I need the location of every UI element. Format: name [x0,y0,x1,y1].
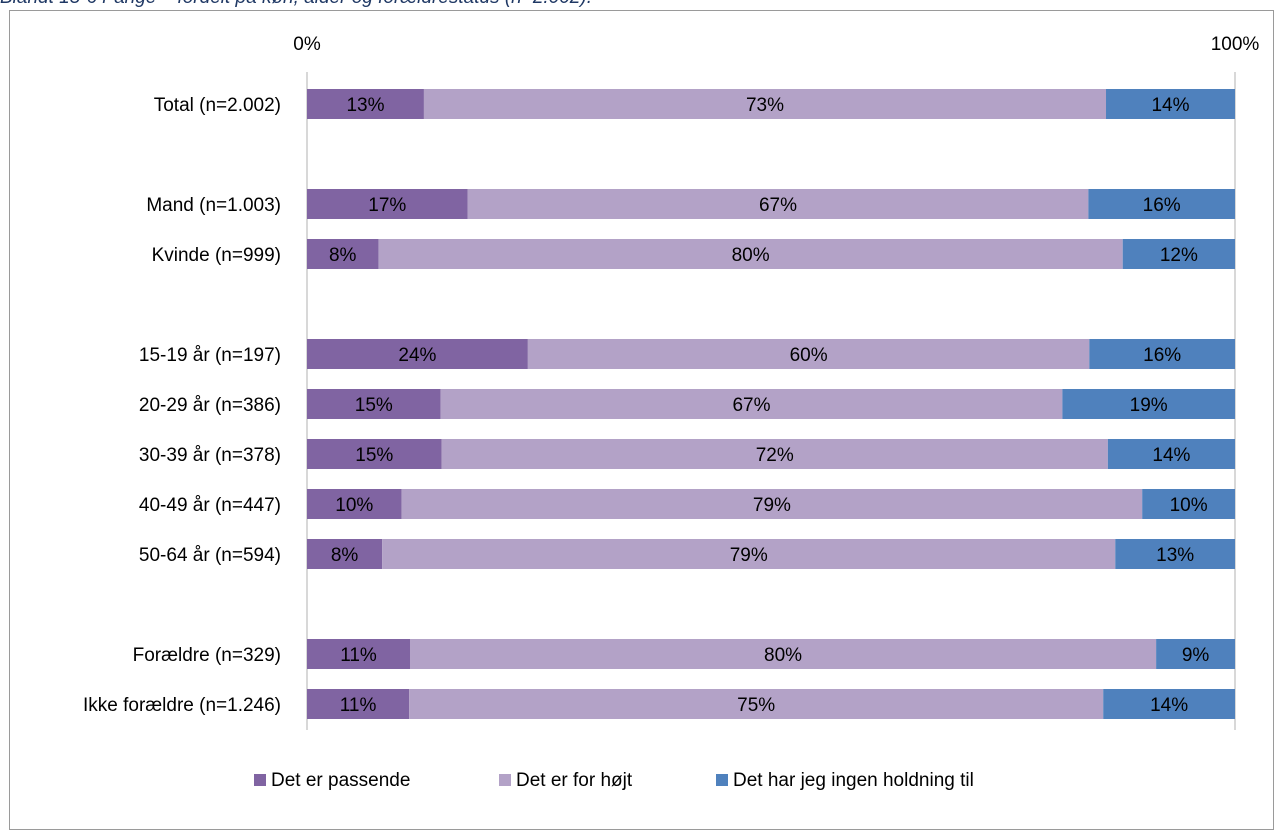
data-label: 16% [1143,195,1181,216]
category-label: Kvinde (n=999) [152,245,281,266]
bar-segment [1156,639,1235,669]
bar-segment [1107,439,1235,469]
bar-segment [1106,89,1235,119]
data-label: 60% [790,345,828,366]
legend-label: Det har jeg ingen holdning til [733,770,974,791]
bar-segment [1122,239,1235,269]
bar-segment [440,389,1063,419]
bar-segment [307,689,410,719]
bar-segment [1142,489,1235,519]
data-label: 16% [1143,345,1181,366]
legend-label: Det er passende [271,770,410,791]
axis-min-label: 0% [293,34,321,55]
data-label: 80% [764,645,802,666]
category-label: 20-29 år (n=386) [139,395,281,416]
bar-segment [1103,689,1235,719]
data-label: 79% [753,495,791,516]
data-label: 15% [355,395,393,416]
data-label: 9% [1182,645,1210,666]
bar-segment [410,639,1157,669]
chart-caption: Blandt 15-64-årige – fordelt på køn, ald… [0,0,592,10]
legend-swatch [716,774,728,786]
legend: Det er passende Det er for højt Det har je… [254,770,974,791]
bar-segment [409,689,1104,719]
data-label: 13% [1156,545,1194,566]
bar-segment [307,539,383,569]
axis-max-label: 100% [1211,34,1260,55]
bar-segment [1115,539,1235,569]
bar-segment [441,439,1108,469]
data-label: 79% [730,545,768,566]
bar-segment [1088,189,1235,219]
data-label: 8% [329,245,357,266]
category-label: Ikke forældre (n=1.246) [83,695,281,716]
data-label: 14% [1150,695,1188,716]
bars-group: Total (n=2.002) 13% 73% 14% Mand (n=1.003) 17… [83,89,1235,719]
data-label: 14% [1152,445,1190,466]
data-label: 10% [1170,495,1208,516]
bar-segment [378,239,1123,269]
bar-segment [307,639,411,669]
category-label: 15-19 år (n=197) [139,345,281,366]
data-label: 14% [1151,95,1189,116]
data-label: 11% [340,645,377,666]
data-label: 73% [746,95,784,116]
category-label: 30-39 år (n=378) [139,445,281,466]
category-label: Mand (n=1.003) [146,195,281,216]
bar-segment [467,189,1089,219]
data-label: 75% [737,695,775,716]
data-label: 13% [346,95,384,116]
data-label: 67% [759,195,797,216]
legend-label: Det er for højt [516,770,633,791]
bar-segment [401,489,1143,519]
bar-segment [307,89,424,119]
bar-segment [307,489,402,519]
data-label: 24% [398,345,436,366]
data-label: 80% [732,245,770,266]
bar-segment [1089,339,1235,369]
bar-segment [307,389,441,419]
data-label: 8% [331,545,359,566]
data-label: 19% [1130,395,1168,416]
data-label: 10% [335,495,373,516]
bar-segment [307,439,442,469]
legend-swatch [254,774,266,786]
bar-segment [423,89,1107,119]
data-label: 11% [340,695,377,716]
data-label: 72% [756,445,794,466]
bar-segment [307,339,528,369]
legend-swatch [499,774,511,786]
data-label: 17% [368,195,406,216]
category-label: Forældre (n=329) [133,645,281,666]
data-label: 67% [732,395,770,416]
category-label: 40-49 år (n=447) [139,495,281,516]
data-label: 12% [1160,245,1198,266]
bar-segment [1062,389,1235,419]
category-label: 50-64 år (n=594) [139,545,281,566]
bar-segment [307,239,379,269]
data-label: 15% [355,445,393,466]
bar-segment [382,539,1116,569]
bar-segment [527,339,1090,369]
category-label: Total (n=2.002) [154,95,281,116]
bar-segment [307,189,468,219]
